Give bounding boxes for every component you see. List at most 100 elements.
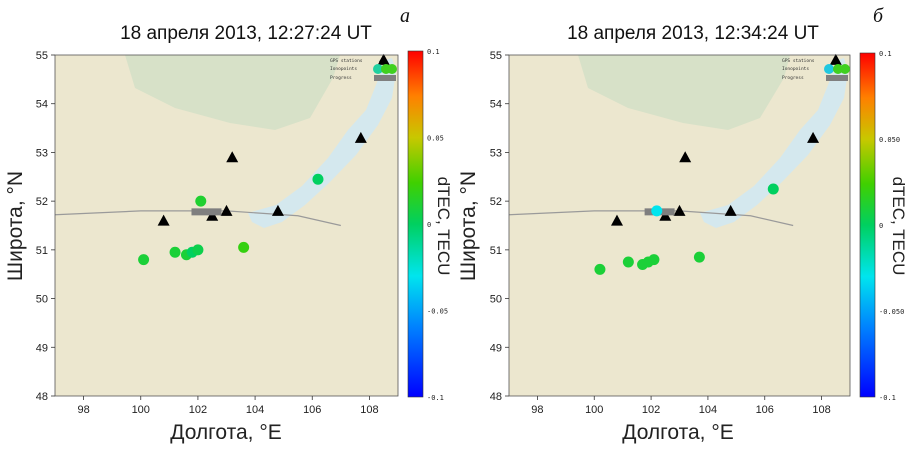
y-tick-label: 48 bbox=[36, 391, 48, 403]
x-tick-label: 102 bbox=[189, 404, 207, 416]
ionopoint bbox=[169, 246, 181, 258]
x-tick-label: 106 bbox=[303, 404, 321, 416]
panel-a-map-border bbox=[54, 54, 399, 397]
panel-a-gps-stations bbox=[157, 53, 390, 226]
ionopoint bbox=[138, 254, 150, 266]
panel-a-northern-plain bbox=[125, 55, 340, 130]
panel-a-x-axis: 98 100 102 104 106 108 bbox=[77, 396, 379, 416]
x-tick-label: 100 bbox=[132, 404, 150, 416]
colorbar-tick-label: 0 bbox=[879, 222, 883, 230]
ionopoint bbox=[195, 195, 207, 207]
panel-a-colorbar-ticks: 0.1 0.05 0 -0.05 -0.1 bbox=[427, 48, 448, 402]
y-tick-label: 49 bbox=[36, 342, 48, 354]
panel-a-map: GPS stations Ionopoints Progress bbox=[54, 53, 399, 397]
panel-a-ionopoints bbox=[138, 173, 324, 266]
y-tick-label: 49 bbox=[490, 342, 502, 354]
colorbar-tick-label: 0 bbox=[427, 221, 431, 229]
panel-a-x-axis-label: Долгота, °E bbox=[170, 421, 281, 444]
y-tick-label: 50 bbox=[36, 294, 48, 306]
gps-station-marker bbox=[724, 204, 737, 216]
panel-b-legend-ionopoint-dot bbox=[824, 64, 834, 74]
panel-a-legend-progress-marker bbox=[374, 75, 396, 81]
panel-b-legend-station-marker bbox=[832, 55, 840, 62]
panel-b-x-axis-label: Долгота, °E bbox=[622, 421, 733, 444]
gps-station-marker bbox=[610, 214, 623, 226]
ionopoint bbox=[238, 241, 250, 253]
panel-a-legend: GPS stations Ionopoints Progress bbox=[330, 55, 397, 81]
x-tick-label: 98 bbox=[531, 404, 543, 416]
panel-b-legend-ionopoint-dot bbox=[833, 64, 843, 74]
gps-station-marker bbox=[673, 204, 686, 216]
ionopoint bbox=[648, 254, 660, 266]
y-tick-label: 50 bbox=[490, 294, 502, 306]
ionopoint bbox=[594, 263, 606, 275]
panel-b-legend-stations-label: GPS stations bbox=[782, 58, 815, 64]
y-tick-label: 55 bbox=[490, 50, 502, 62]
panel-a-colorbar-gradient bbox=[407, 50, 424, 398]
colorbar-tick-label: -0.1 bbox=[427, 394, 444, 402]
y-tick-label: 52 bbox=[36, 196, 48, 208]
panel-b-legend-ionopoints-label: Ionopoints bbox=[782, 66, 809, 72]
gps-station-marker bbox=[271, 204, 284, 216]
ionopoint bbox=[693, 251, 705, 263]
panel-b-legend: GPS stations Ionopoints Progress bbox=[782, 55, 850, 81]
gps-station-marker bbox=[226, 151, 239, 163]
ionopoint bbox=[192, 244, 204, 256]
panel-b-colorbar: 0.1 0.050 0 -0.050 -0.1 dTEC, TECU bbox=[859, 50, 905, 402]
y-tick-label: 53 bbox=[490, 147, 502, 159]
ionopoint bbox=[622, 256, 634, 268]
ionopoint bbox=[651, 205, 663, 217]
x-tick-label: 98 bbox=[77, 404, 89, 416]
panel-b-colorbar-label: dTEC, TECU bbox=[889, 177, 905, 276]
x-tick-label: 106 bbox=[756, 404, 774, 416]
panel-a-legend-ionopoint-dot bbox=[387, 64, 397, 74]
panel-b-legend-progress-marker bbox=[826, 75, 848, 81]
panel-a-legend-stations-label: GPS stations bbox=[330, 58, 363, 64]
colorbar-tick-label: 0.1 bbox=[427, 48, 440, 56]
panel-b-title: 18 апреля 2013, 12:34:24 UT bbox=[567, 23, 819, 44]
panel-b-y-axis: 48 49 50 51 52 53 54 55 bbox=[490, 50, 509, 403]
gps-station-marker bbox=[157, 214, 170, 226]
ionopoint bbox=[312, 173, 324, 185]
panel-b-x-axis: 98 100 102 104 106 108 bbox=[531, 396, 831, 416]
panel-b: 18 апреля 2013, 12:34:24 UT б GPS statio… bbox=[457, 5, 905, 444]
panel-b-letter: б bbox=[873, 5, 884, 27]
y-tick-label: 55 bbox=[36, 50, 48, 62]
x-tick-label: 104 bbox=[699, 404, 717, 416]
gps-station-marker bbox=[679, 151, 692, 163]
y-tick-label: 48 bbox=[490, 391, 502, 403]
panel-a-letter: а bbox=[400, 5, 410, 27]
panel-a-legend-ionopoint-dot bbox=[373, 64, 383, 74]
panel-a-legend-ionopoints-label: Ionopoints bbox=[330, 66, 357, 72]
gps-station-marker bbox=[807, 131, 820, 143]
x-tick-label: 108 bbox=[812, 404, 830, 416]
gps-station-marker bbox=[354, 131, 367, 143]
panel-a-progress-marker bbox=[191, 208, 222, 216]
panel-a-legend-progress-label: Progress bbox=[330, 75, 352, 81]
panel-b-map-border bbox=[508, 54, 851, 397]
panel-b-map: GPS stations Ionopoints Progress bbox=[508, 53, 851, 397]
panel-b-legend-progress-label: Progress bbox=[782, 75, 804, 81]
y-tick-label: 53 bbox=[36, 147, 48, 159]
panel-b-legend-ionopoint-dot bbox=[840, 64, 850, 74]
x-tick-label: 102 bbox=[642, 404, 660, 416]
y-tick-label: 52 bbox=[490, 196, 502, 208]
ionopoint bbox=[767, 183, 779, 195]
x-tick-label: 104 bbox=[246, 404, 264, 416]
panel-a-colorbar: 0.1 0.05 0 -0.05 -0.1 dTEC, TECU bbox=[407, 48, 453, 402]
panel-a-colorbar-label: dTEC, TECU bbox=[434, 177, 453, 276]
panel-a: 18 апреля 2013, 12:27:24 UT а GPS statio… bbox=[4, 5, 453, 444]
panel-b-colorbar-ticks: 0.1 0.050 0 -0.050 -0.1 bbox=[879, 50, 904, 402]
panel-b-ionopoints bbox=[594, 183, 779, 275]
colorbar-tick-label: 0.05 bbox=[427, 135, 444, 143]
y-tick-label: 51 bbox=[36, 245, 48, 257]
colorbar-tick-label: -0.050 bbox=[879, 308, 904, 316]
panel-a-legend-station-marker bbox=[379, 55, 387, 62]
colorbar-tick-label: -0.05 bbox=[427, 308, 448, 316]
y-tick-label: 54 bbox=[490, 99, 502, 111]
panel-a-y-axis: 48 49 50 51 52 53 54 55 bbox=[36, 50, 55, 403]
gps-station-marker bbox=[220, 204, 233, 216]
y-tick-label: 54 bbox=[36, 99, 48, 111]
x-tick-label: 108 bbox=[360, 404, 378, 416]
